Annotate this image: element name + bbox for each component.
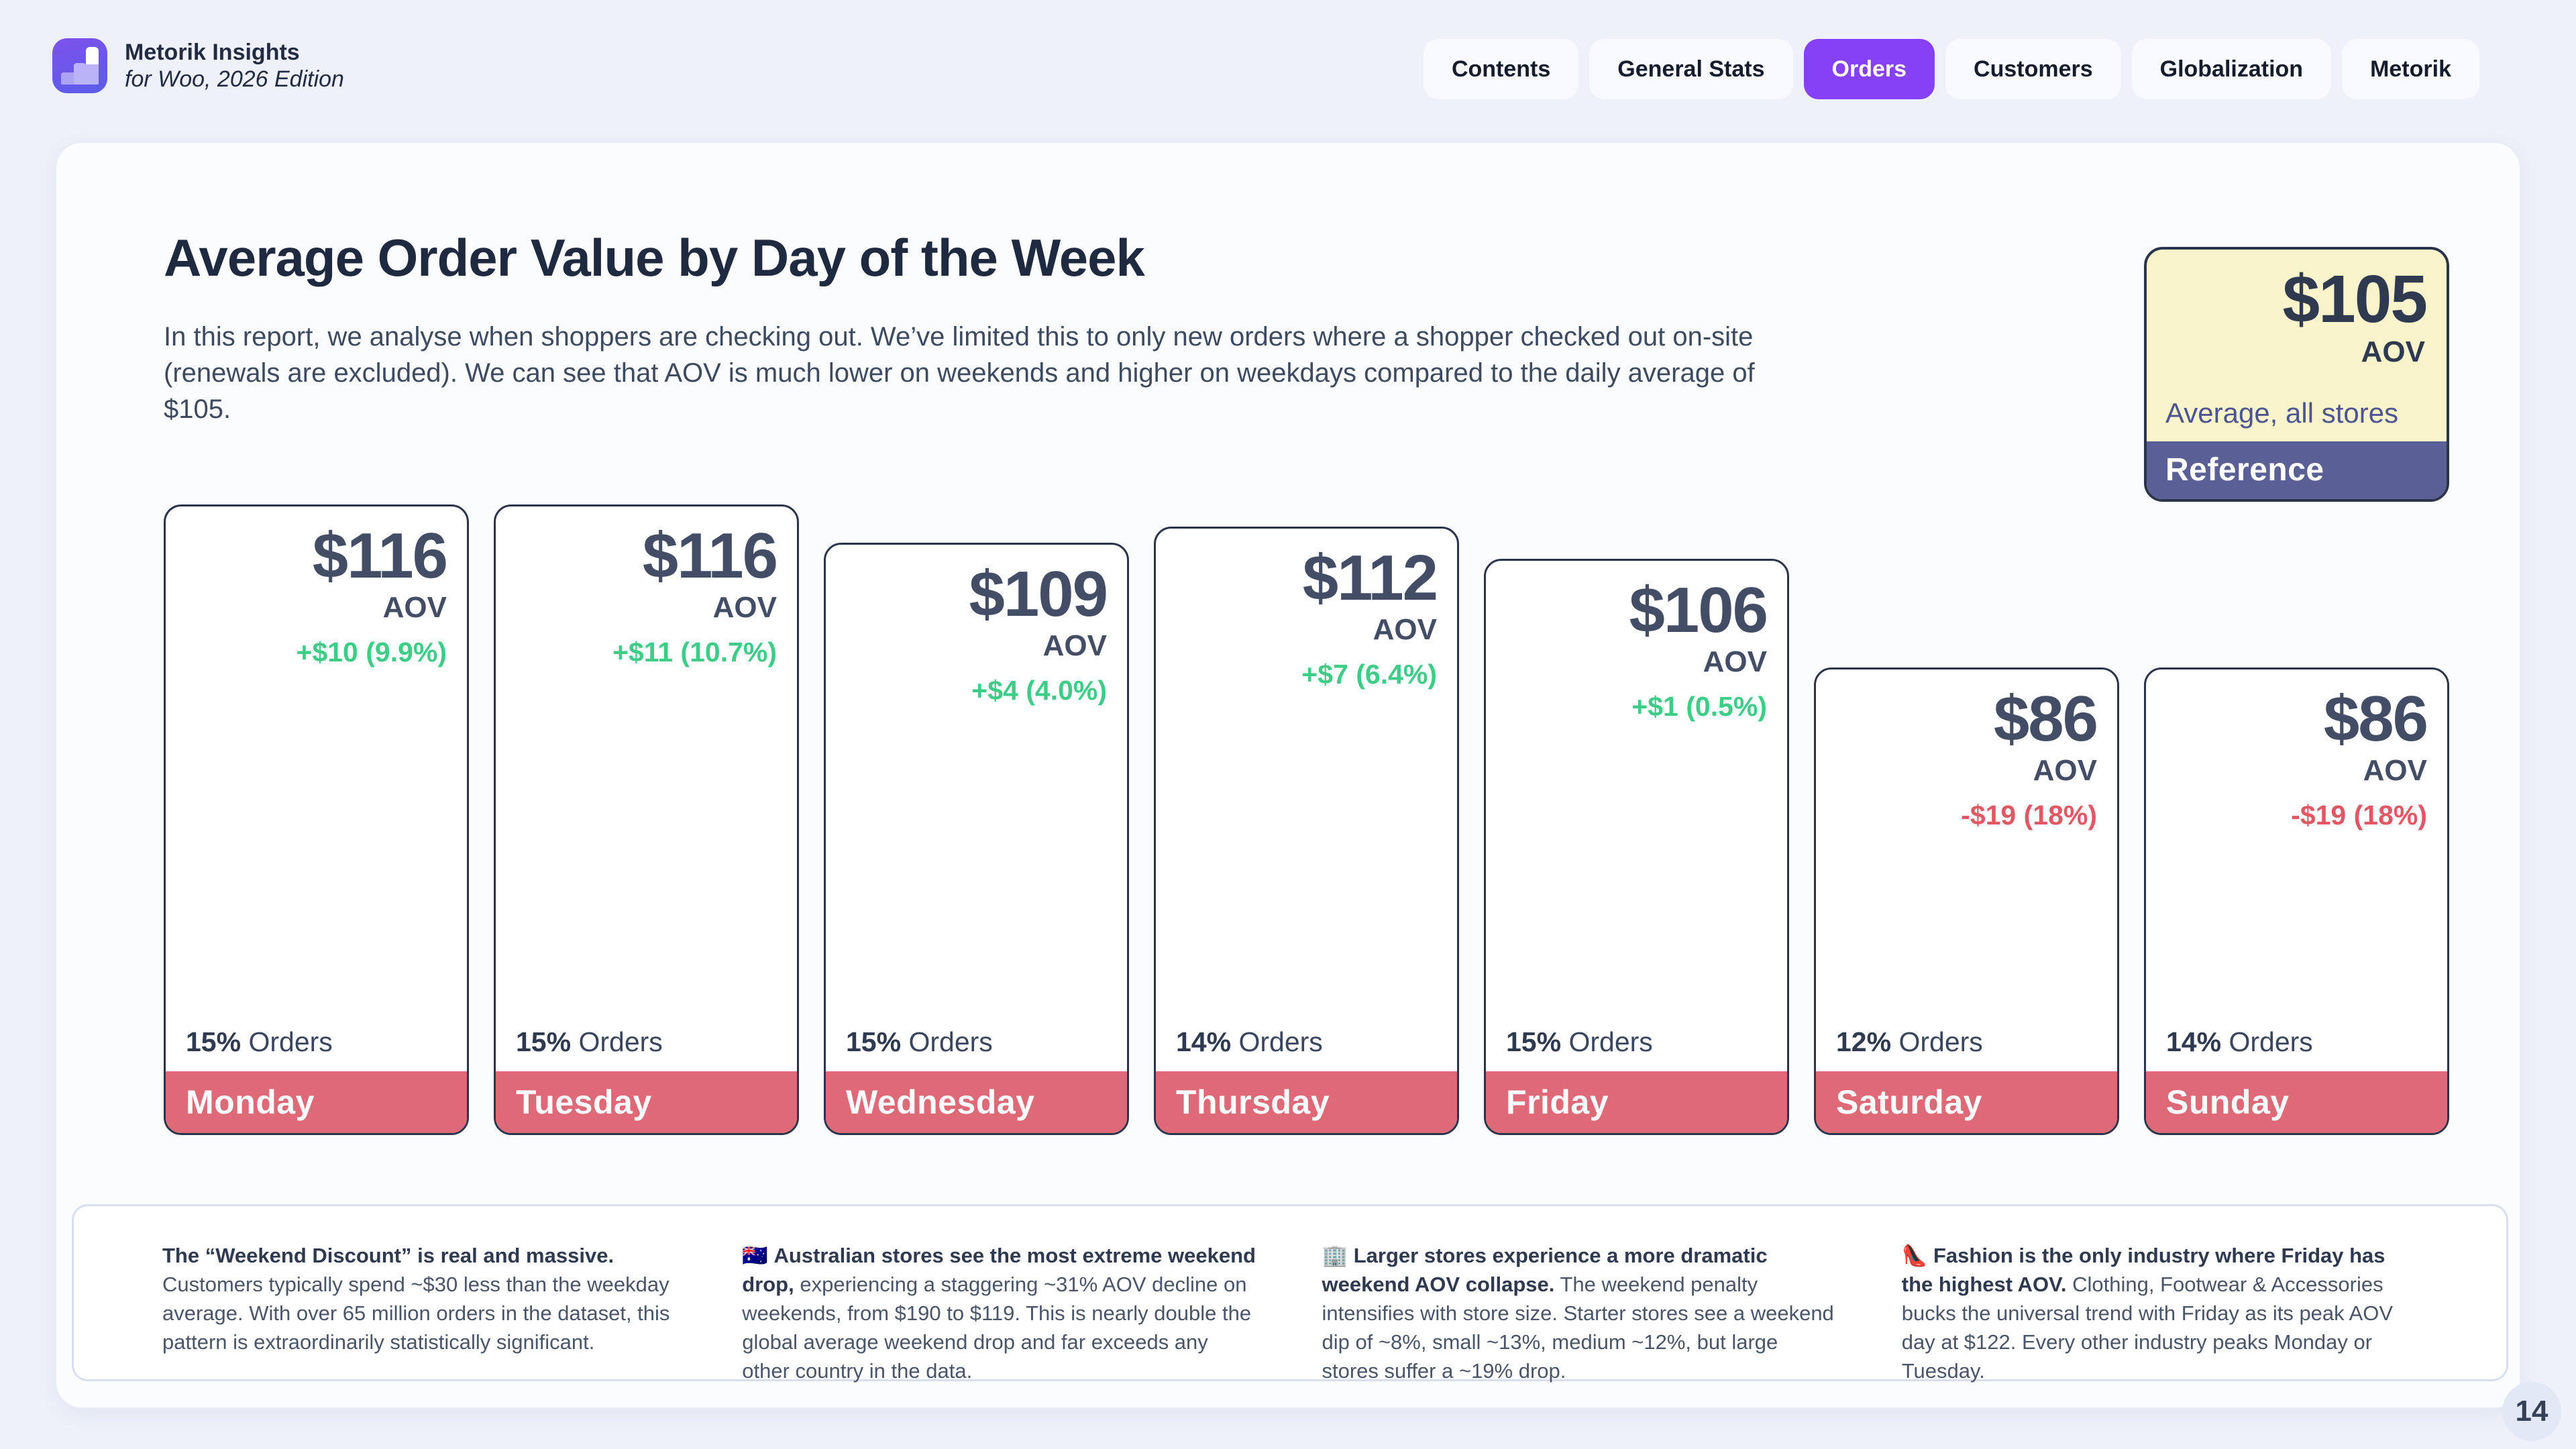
day-card-tuesday: $116 AOV +$11 (10.7%) 15% Orders Tuesday: [494, 504, 799, 1135]
office-building-icon: 🏢: [1322, 1244, 1348, 1267]
page-number-badge: 14: [2502, 1382, 2561, 1441]
aov-delta: +$7 (6.4%): [1301, 659, 1437, 690]
day-label: Tuesday: [496, 1071, 797, 1133]
day-label: Monday: [166, 1071, 467, 1133]
nav-tab-general-stats[interactable]: General Stats: [1589, 39, 1793, 99]
australia-flag-icon: 🇦🇺: [742, 1244, 768, 1267]
aov-delta: +$4 (4.0%): [971, 675, 1107, 706]
aov-unit-label: AOV: [1703, 645, 1767, 678]
brand-text: Metorik Insights for Woo, 2026 Edition: [125, 39, 344, 93]
orders-share: 14% Orders: [2166, 1026, 2313, 1057]
orders-share: 14% Orders: [1176, 1026, 1323, 1057]
day-label: Thursday: [1156, 1071, 1457, 1133]
nav-tab-globalization[interactable]: Globalization: [2131, 39, 2332, 99]
day-card-friday: $106 AOV +$1 (0.5%) 15% Orders Friday: [1484, 559, 1789, 1135]
aov-value: $86: [2323, 683, 2428, 755]
main-nav: Contents General Stats Orders Customers …: [1423, 39, 2479, 99]
aov-delta: +$1 (0.5%): [1631, 691, 1767, 722]
page-description: In this report, we analyse when shoppers…: [164, 322, 1755, 424]
day-card-monday: $116 AOV +$10 (9.9%) 15% Orders Monday: [164, 504, 469, 1135]
reference-card: $105 AOV Average, all stores Reference: [2144, 247, 2449, 502]
day-label: Saturday: [1816, 1071, 2117, 1133]
day-label: Friday: [1486, 1071, 1787, 1133]
brand-subtitle: for Woo, 2026 Edition: [125, 66, 344, 92]
aov-unit-label: AOV: [382, 591, 447, 624]
orders-share: 12% Orders: [1836, 1026, 1983, 1057]
orders-share: 15% Orders: [1506, 1026, 1653, 1057]
top-bar: Metorik Insights for Woo, 2026 Edition C…: [0, 0, 2576, 142]
day-card-sunday: $86 AOV -$19 (18%) 14% Orders Sunday: [2144, 667, 2449, 1135]
insight-fashion: 👠 Fashion is the only industry where Fri…: [1901, 1244, 2394, 1383]
day-card-wednesday: $109 AOV +$4 (4.0%) 15% Orders Wednesday: [824, 543, 1129, 1135]
aov-delta: -$19 (18%): [2291, 800, 2427, 830]
aov-value: $116: [642, 520, 778, 592]
day-card-saturday: $86 AOV -$19 (18%) 12% Orders Saturday: [1814, 667, 2119, 1135]
page-title: Average Order Value by Day of the Week: [164, 228, 1145, 287]
aov-unit-label: AOV: [2033, 754, 2097, 787]
brand: Metorik Insights for Woo, 2026 Edition: [52, 38, 344, 93]
orders-share: 15% Orders: [846, 1026, 993, 1057]
nav-tab-orders[interactable]: Orders: [1803, 39, 1935, 99]
aov-unit-label: AOV: [1373, 613, 1437, 646]
reference-footer-label: Reference: [2147, 441, 2447, 499]
day-bar-chart: $116 AOV +$10 (9.9%) 15% Orders Monday $…: [164, 501, 2449, 1135]
insight-australia: 🇦🇺 Australian stores see the most extrem…: [742, 1244, 1256, 1383]
nav-tab-metorik[interactable]: Metorik: [2342, 39, 2479, 99]
nav-tab-contents[interactable]: Contents: [1423, 39, 1579, 99]
aov-value: $109: [969, 558, 1108, 630]
logo-bars-icon: [61, 47, 99, 85]
aov-value: $116: [312, 520, 448, 592]
high-heel-icon: 👠: [1901, 1244, 1928, 1267]
aov-delta: +$10 (9.9%): [296, 637, 447, 667]
metorik-logo-icon: [52, 38, 107, 93]
day-label: Sunday: [2146, 1071, 2447, 1133]
reference-aov-unit: AOV: [2361, 335, 2425, 368]
aov-value: $86: [1993, 683, 2098, 755]
nav-tab-customers[interactable]: Customers: [1945, 39, 2121, 99]
aov-value: $106: [1629, 574, 1768, 646]
insight-store-size: 🏢 Larger stores experience a more dramat…: [1322, 1244, 1834, 1383]
day-card-thursday: $112 AOV +$7 (6.4%) 14% Orders Thursday: [1154, 527, 1459, 1135]
aov-unit-label: AOV: [1042, 629, 1107, 662]
aov-delta: +$11 (10.7%): [612, 637, 777, 667]
reference-aov-value: $105: [2282, 262, 2428, 337]
day-label: Wednesday: [826, 1071, 1127, 1133]
aov-delta: -$19 (18%): [1961, 800, 2097, 830]
reference-caption: Average, all stores: [2165, 397, 2399, 429]
insights-panel: The “Weekend Discount” is real and massi…: [72, 1204, 2508, 1383]
orders-share: 15% Orders: [516, 1026, 663, 1057]
aov-value: $112: [1302, 542, 1438, 614]
report-panel: Average Order Value by Day of the Week I…: [55, 142, 2521, 1409]
aov-unit-label: AOV: [2363, 754, 2427, 787]
brand-title: Metorik Insights: [125, 39, 300, 65]
orders-share: 15% Orders: [186, 1026, 333, 1057]
aov-unit-label: AOV: [712, 591, 777, 624]
insight-weekend-discount: The “Weekend Discount” is real and massi…: [162, 1244, 670, 1354]
